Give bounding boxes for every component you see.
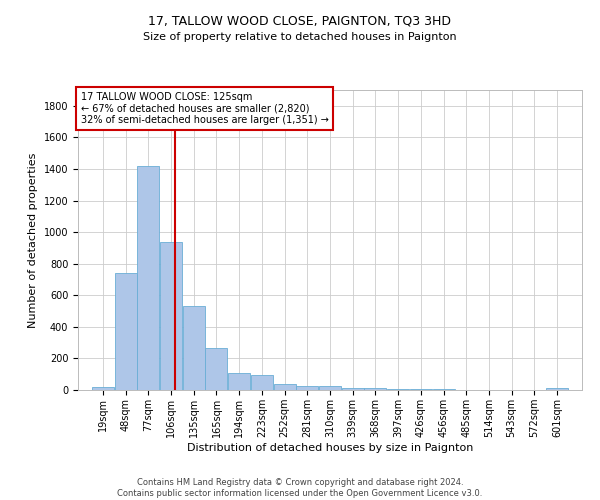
Bar	[115, 273, 137, 390]
Bar	[364, 388, 386, 390]
X-axis label: Distribution of detached houses by size in Paignton: Distribution of detached houses by size …	[187, 442, 473, 452]
Bar	[319, 386, 341, 390]
Text: Contains HM Land Registry data © Crown copyright and database right 2024.
Contai: Contains HM Land Registry data © Crown c…	[118, 478, 482, 498]
Bar	[160, 242, 182, 390]
Bar	[228, 374, 250, 390]
Bar	[183, 306, 205, 390]
Bar	[546, 388, 568, 390]
Bar	[341, 388, 364, 390]
Text: 17 TALLOW WOOD CLOSE: 125sqm
← 67% of detached houses are smaller (2,820)
32% of: 17 TALLOW WOOD CLOSE: 125sqm ← 67% of de…	[80, 92, 328, 124]
Bar	[92, 386, 114, 390]
Bar	[387, 389, 409, 390]
Text: 17, TALLOW WOOD CLOSE, PAIGNTON, TQ3 3HD: 17, TALLOW WOOD CLOSE, PAIGNTON, TQ3 3HD	[149, 15, 452, 28]
Bar	[433, 389, 455, 390]
Text: Size of property relative to detached houses in Paignton: Size of property relative to detached ho…	[143, 32, 457, 42]
Bar	[251, 375, 273, 390]
Bar	[205, 348, 227, 390]
Bar	[296, 386, 319, 390]
Bar	[274, 384, 296, 390]
Y-axis label: Number of detached properties: Number of detached properties	[28, 152, 38, 328]
Bar	[410, 389, 432, 390]
Bar	[137, 166, 160, 390]
